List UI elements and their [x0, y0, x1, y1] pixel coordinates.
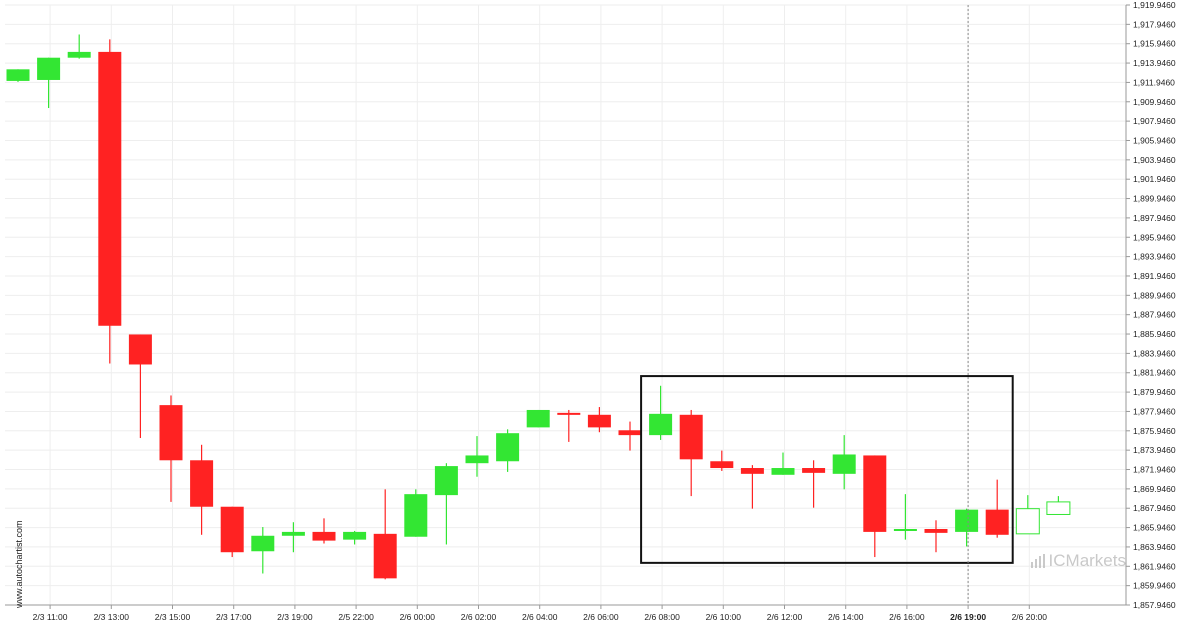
- candle-body: [312, 531, 336, 541]
- y-tick-label: 1,885.9460: [1133, 329, 1176, 339]
- x-tick-label: 2/6 19:00: [950, 612, 986, 622]
- candle-body: [190, 460, 214, 507]
- candle-body-projected: [1015, 508, 1040, 535]
- y-tick-label: 1,869.9460: [1133, 484, 1176, 494]
- y-tick-label: 1,915.9460: [1133, 39, 1176, 49]
- candle-body: [526, 409, 550, 428]
- candle-body: [955, 509, 979, 532]
- pattern-box: [640, 375, 1014, 564]
- y-tick-label: 1,897.9460: [1133, 213, 1176, 223]
- candle-body: [649, 413, 673, 436]
- y-tick-label: 1,887.9460: [1133, 310, 1176, 320]
- x-tick-label: 2/3 15:00: [155, 612, 191, 622]
- y-tick-label: 1,877.9460: [1133, 406, 1176, 416]
- candle-body: [832, 454, 856, 474]
- candle-body: [37, 57, 61, 80]
- y-tick-label: 1,883.9460: [1133, 348, 1176, 358]
- candle-body: [404, 494, 428, 537]
- candle-body: [893, 528, 917, 531]
- x-axis: 2/3 11:00 2/3 13:00 2/3 15:00 2/3 17:00 2/3 …: [5, 604, 1126, 622]
- x-tick-label: 2/6 14:00: [828, 612, 864, 622]
- y-tick-label: 1,871.9460: [1133, 465, 1176, 475]
- candle-body: [128, 334, 152, 365]
- brand-bars-icon: [1030, 554, 1045, 568]
- x-tick-label: 2/6 12:00: [767, 612, 803, 622]
- y-tick-label: 1,895.9460: [1133, 232, 1176, 242]
- y-tick-label: 1,859.9460: [1133, 581, 1176, 591]
- candle-body: [587, 414, 611, 428]
- candle-body: [802, 468, 826, 473]
- y-tick-label: 1,873.9460: [1133, 445, 1176, 455]
- candle-body: [679, 414, 703, 460]
- x-tick-label: 2/6 20:00: [1012, 612, 1048, 622]
- x-tick-label: 2/5 22:00: [338, 612, 374, 622]
- x-tick-label: 2/6 02:00: [461, 612, 497, 622]
- candle-body: [496, 433, 520, 462]
- y-tick-label: 1,879.9460: [1133, 387, 1176, 397]
- x-tick-label: 2/6 06:00: [583, 612, 619, 622]
- y-tick-label: 1,865.9460: [1133, 523, 1176, 533]
- x-tick-label: 2/3 11:00: [33, 612, 68, 622]
- brand-suffix: Markets: [1065, 551, 1126, 570]
- pattern-overlay: [640, 5, 1014, 605]
- y-tick-label: 1,919.9460: [1133, 0, 1176, 10]
- candle-body: [985, 509, 1009, 535]
- candle-body: [67, 51, 91, 58]
- y-tick-label: 1,875.9460: [1133, 426, 1176, 436]
- y-tick-label: 1,905.9460: [1133, 135, 1176, 145]
- candle-body-projected: [1046, 501, 1071, 515]
- y-tick-label: 1,909.9460: [1133, 97, 1176, 107]
- brand-logo: ICMarkets: [1030, 551, 1126, 571]
- x-tick-label: 2/6 04:00: [522, 612, 558, 622]
- y-tick-label: 1,889.9460: [1133, 290, 1176, 300]
- x-tick-label: 2/6 08:00: [644, 612, 680, 622]
- x-tick-label: 2/3 17:00: [216, 612, 252, 622]
- y-axis: 1,919.9460 1,917.9460 1,915.9460 1,913.9460…: [1125, 0, 1176, 610]
- y-tick-label: 1,899.9460: [1133, 194, 1176, 204]
- candle-body: [220, 506, 244, 553]
- candle-body: [251, 535, 275, 552]
- candle-body: [281, 531, 305, 536]
- candle-body: [159, 405, 183, 461]
- x-tick-label: 2/6 16:00: [889, 612, 925, 622]
- candle-body: [740, 468, 764, 474]
- x-tick-label: 2/3 19:00: [277, 612, 313, 622]
- x-tick-label: 2/6 10:00: [706, 612, 742, 622]
- x-tick-label: 2/3 13:00: [94, 612, 130, 622]
- y-tick-label: 1,903.9460: [1133, 155, 1176, 165]
- candle-body: [465, 455, 489, 464]
- candle-body: [343, 531, 367, 540]
- candle-body: [618, 430, 642, 436]
- brand-prefix: IC: [1048, 551, 1066, 570]
- y-tick-label: 1,867.9460: [1133, 503, 1176, 513]
- y-tick-label: 1,861.9460: [1133, 561, 1176, 571]
- y-tick-label: 1,901.9460: [1133, 174, 1176, 184]
- y-tick-label: 1,881.9460: [1133, 368, 1176, 378]
- y-tick-label: 1,893.9460: [1133, 252, 1176, 262]
- y-tick-label: 1,913.9460: [1133, 58, 1176, 68]
- candle-body: [557, 412, 581, 415]
- y-tick-label: 1,917.9460: [1133, 19, 1176, 29]
- y-tick-label: 1,857.9460: [1133, 600, 1176, 610]
- y-tick-label: 1,891.9460: [1133, 271, 1176, 281]
- candle-body: [771, 468, 795, 475]
- y-tick-label: 1,911.9460: [1133, 77, 1175, 87]
- y-tick-label: 1,863.9460: [1133, 542, 1176, 552]
- candle-series: [6, 34, 1071, 580]
- candle-body: [434, 466, 458, 496]
- side-watermark-text: www.autochartist.com: [14, 520, 24, 609]
- brand-name: ICMarkets: [1049, 551, 1126, 571]
- y-tick-label: 1,907.9460: [1133, 116, 1176, 126]
- side-watermark: www.autochartist.com: [14, 520, 24, 609]
- candle-body: [863, 455, 887, 532]
- candle-body: [924, 528, 948, 533]
- candle-body: [98, 51, 122, 326]
- candle-body: [373, 533, 397, 579]
- x-tick-label: 2/6 00:00: [400, 612, 436, 622]
- candle-body: [710, 461, 734, 469]
- candle-body: [6, 69, 30, 81]
